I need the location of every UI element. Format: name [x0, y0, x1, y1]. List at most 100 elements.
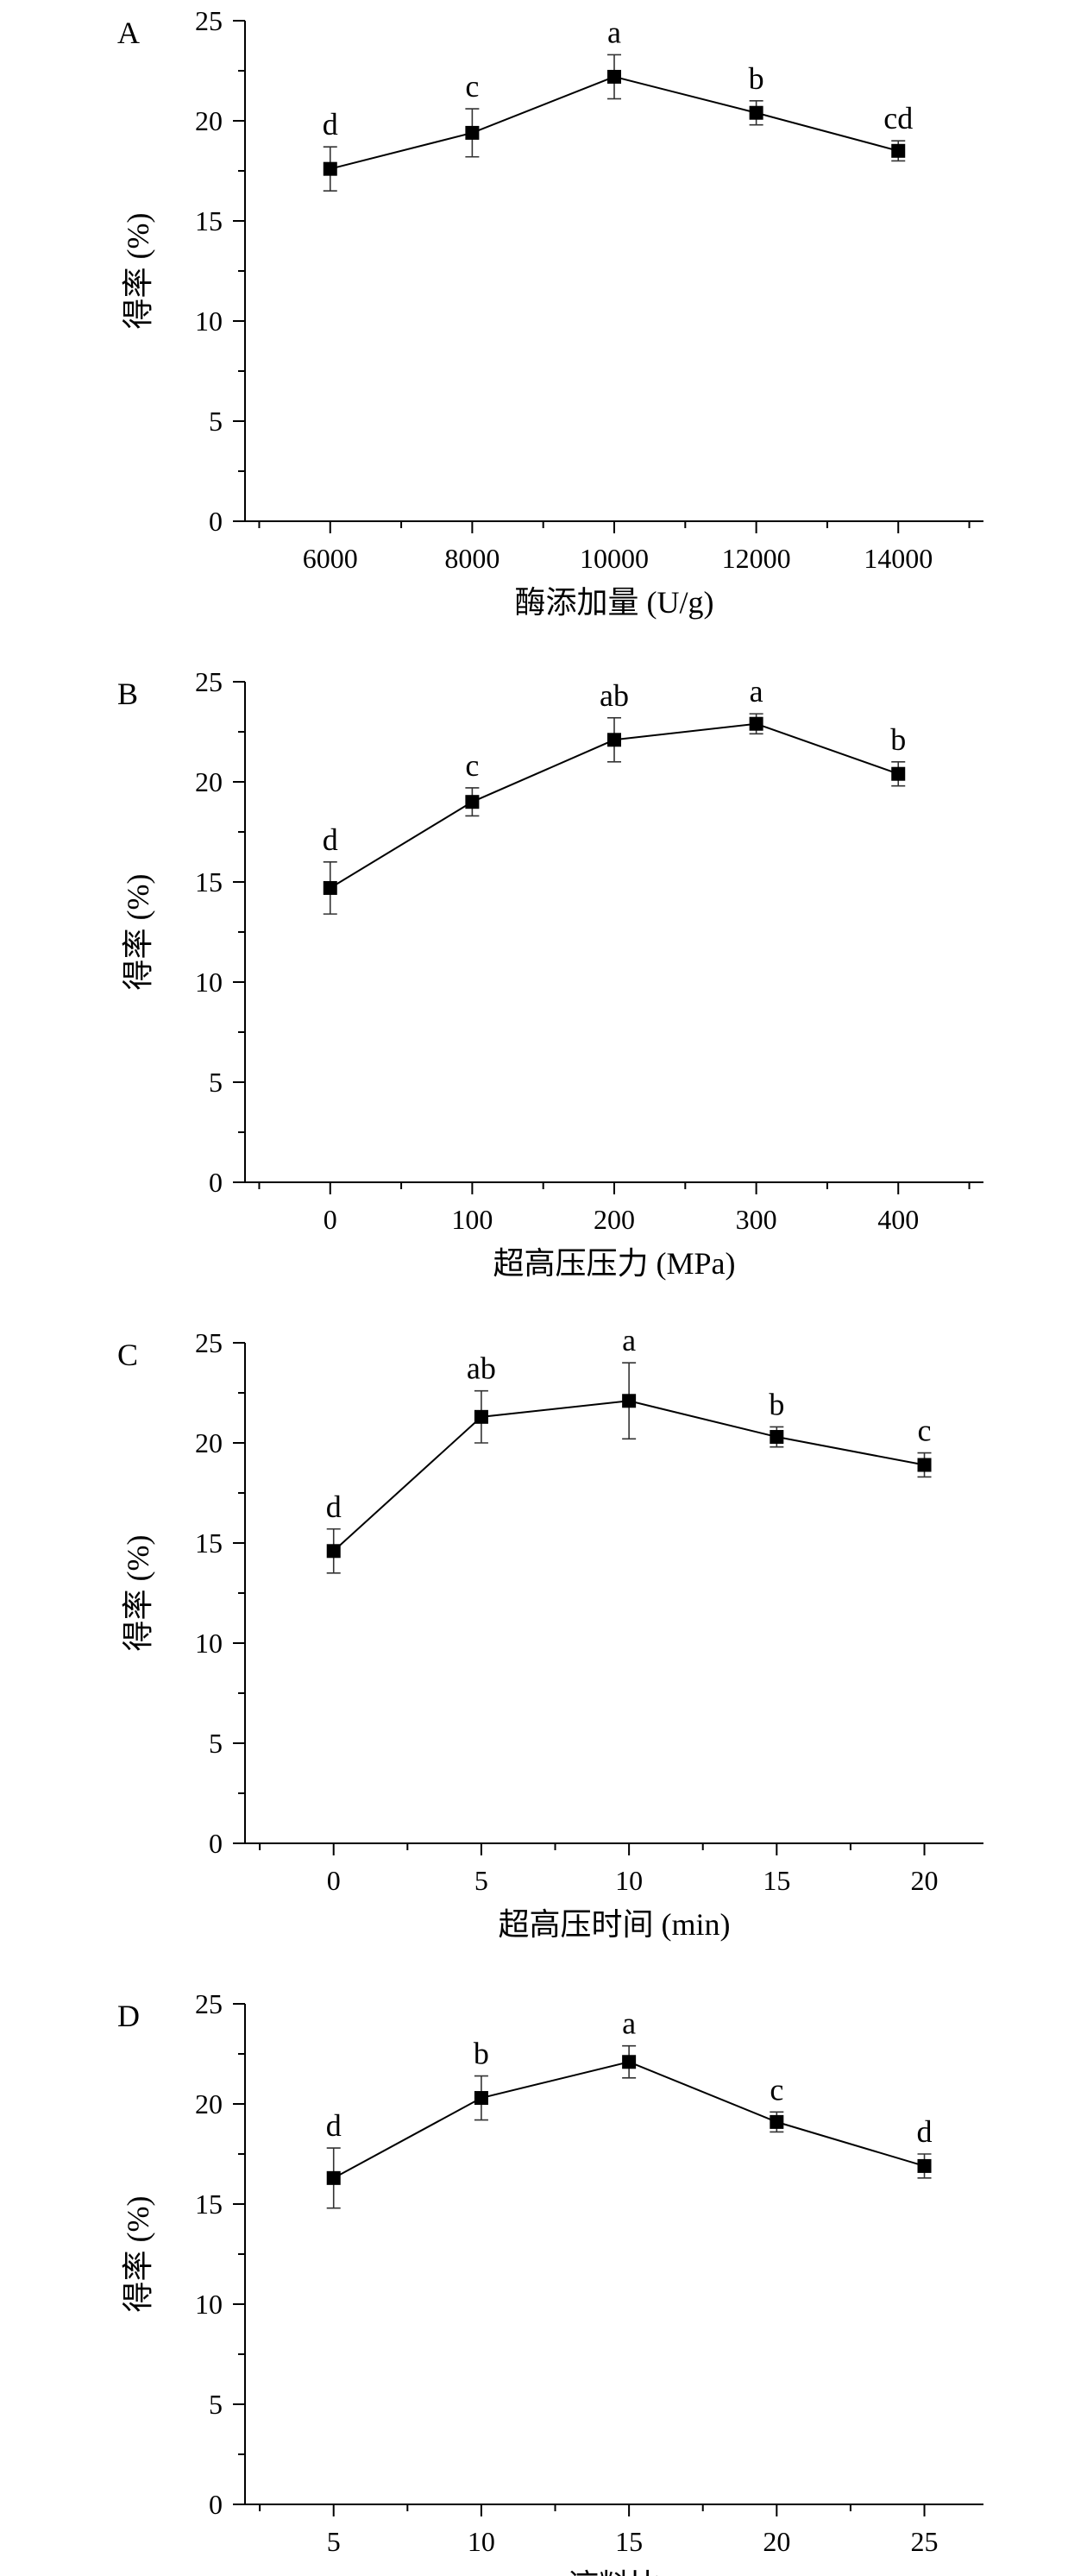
- y-tick-label: 0: [209, 1828, 223, 1859]
- data-point: [749, 716, 763, 731]
- chart-panel-a: A 0 5 10 15 20 25 6000 8000 10000 12000 14000 酶添加量 (…: [117, 5, 983, 620]
- data-point: [917, 2158, 932, 2173]
- y-tick-label: 10: [195, 967, 223, 998]
- data-point: [622, 2055, 637, 2069]
- x-tick-label: 6000: [303, 543, 358, 574]
- data-point: [917, 1458, 932, 1472]
- x-axis-title: 液料比: [568, 2568, 661, 2576]
- y-tick-label: 5: [209, 406, 223, 437]
- data-point: [474, 1409, 488, 1424]
- series-line: [333, 2061, 925, 2179]
- x-tick-label: 10000: [580, 543, 649, 574]
- data-point: [607, 733, 621, 747]
- data-point: [891, 143, 906, 158]
- significance-label: ab: [600, 678, 629, 713]
- y-tick-label: 5: [209, 2389, 223, 2420]
- panel-label: A: [117, 16, 140, 50]
- x-tick-label: 10: [615, 1865, 643, 1896]
- x-tick-label: 12000: [722, 543, 791, 574]
- chart-panel-b: B 0 5 10 15 20 25 0 100 200 300 400 超高压压力 (MPa) 得率 (%…: [117, 666, 983, 1281]
- x-tick-label: 25: [911, 2526, 939, 2557]
- y-tick-label: 25: [195, 1327, 223, 1358]
- x-tick-label: 5: [474, 1865, 488, 1896]
- y-tick-label: 0: [209, 1167, 223, 1198]
- data-point: [465, 125, 480, 140]
- x-tick-label: 20: [763, 2526, 790, 2557]
- x-tick-label: 200: [594, 1204, 635, 1235]
- y-tick-label: 15: [195, 205, 223, 236]
- data-point: [749, 105, 763, 120]
- x-tick-label: 14000: [864, 543, 933, 574]
- significance-label: a: [607, 15, 621, 49]
- y-tick-label: 20: [195, 766, 223, 797]
- x-axis-title: 超高压压力 (MPa): [493, 1246, 736, 1281]
- data-point: [622, 1394, 637, 1408]
- y-tick-label: 15: [195, 1527, 223, 1559]
- y-tick-label: 0: [209, 506, 223, 537]
- significance-label: d: [326, 2108, 342, 2143]
- significance-label: d: [323, 822, 338, 857]
- data-point: [607, 69, 621, 84]
- y-tick-label: 15: [195, 2189, 223, 2220]
- x-tick-label: 15: [615, 2526, 643, 2557]
- y-tick-label: 10: [195, 305, 223, 337]
- significance-label: b: [749, 61, 764, 96]
- x-tick-label: 20: [911, 1865, 939, 1896]
- y-tick-label: 0: [209, 2489, 223, 2520]
- significance-label: cd: [883, 101, 913, 135]
- significance-label: c: [918, 1414, 932, 1448]
- y-tick-label: 15: [195, 866, 223, 898]
- y-axis-title: 得率 (%): [121, 2196, 155, 2313]
- data-point: [326, 1544, 341, 1559]
- data-point: [323, 161, 337, 176]
- x-tick-label: 8000: [444, 543, 500, 574]
- significance-label: d: [323, 107, 338, 142]
- data-point: [770, 1430, 784, 1445]
- data-point: [326, 2170, 341, 2185]
- y-tick-label: 5: [209, 1728, 223, 1759]
- significance-label: a: [622, 2006, 636, 2041]
- significance-label: b: [474, 2037, 489, 2071]
- data-point: [891, 766, 906, 781]
- data-point: [323, 880, 337, 895]
- y-tick-label: 25: [195, 5, 223, 36]
- significance-label: d: [917, 2114, 933, 2149]
- x-axis-title: 超高压时间 (min): [499, 1907, 731, 1942]
- panel-label: C: [117, 1338, 138, 1372]
- y-tick-label: 10: [195, 2289, 223, 2320]
- x-tick-label: 100: [451, 1204, 493, 1235]
- significance-label: d: [326, 1490, 342, 1524]
- y-axis-title: 得率 (%): [121, 1535, 155, 1652]
- y-axis-title: 得率 (%): [121, 213, 155, 330]
- significance-label: c: [770, 2072, 783, 2107]
- significance-label: a: [622, 1323, 636, 1357]
- x-tick-label: 0: [327, 1865, 341, 1896]
- significance-label: ab: [467, 1351, 496, 1386]
- x-axis-title: 酶添加量 (U/g): [515, 585, 714, 620]
- x-tick-label: 400: [877, 1204, 919, 1235]
- y-axis-title: 得率 (%): [121, 874, 155, 991]
- significance-label: b: [769, 1387, 784, 1421]
- x-tick-label: 15: [763, 1865, 790, 1896]
- data-point: [474, 2091, 488, 2106]
- y-tick-label: 20: [195, 2088, 223, 2119]
- y-tick-label: 20: [195, 1427, 223, 1458]
- x-tick-label: 10: [468, 2526, 495, 2557]
- panel-label: B: [117, 677, 138, 711]
- x-tick-label: 5: [327, 2526, 341, 2557]
- y-tick-label: 25: [195, 1988, 223, 2019]
- panel-label: D: [117, 1999, 140, 2033]
- y-tick-label: 10: [195, 1628, 223, 1659]
- significance-label: a: [750, 674, 763, 709]
- data-point: [770, 2114, 784, 2129]
- significance-label: b: [890, 722, 906, 757]
- x-tick-label: 300: [736, 1204, 777, 1235]
- y-tick-label: 20: [195, 105, 223, 136]
- significance-label: c: [465, 69, 479, 104]
- chart-panel-d: D 0 5 10 15 20 25 5 10 15 20 25 液料比 得率 (%) d b a c d: [117, 1988, 983, 2576]
- significance-label: c: [465, 748, 479, 783]
- y-tick-label: 25: [195, 666, 223, 697]
- y-tick-label: 5: [209, 1067, 223, 1098]
